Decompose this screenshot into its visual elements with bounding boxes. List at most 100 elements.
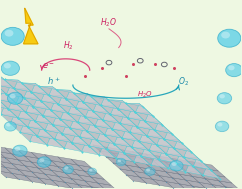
Polygon shape xyxy=(80,99,93,111)
Polygon shape xyxy=(78,114,95,126)
Polygon shape xyxy=(51,160,71,169)
Polygon shape xyxy=(51,101,68,113)
Circle shape xyxy=(4,122,16,131)
Circle shape xyxy=(1,27,24,45)
Polygon shape xyxy=(68,140,82,152)
Polygon shape xyxy=(118,109,132,118)
Polygon shape xyxy=(62,133,80,137)
Polygon shape xyxy=(66,99,80,108)
Polygon shape xyxy=(172,168,192,176)
Polygon shape xyxy=(30,104,43,115)
Circle shape xyxy=(221,32,230,39)
Polygon shape xyxy=(166,182,186,189)
Polygon shape xyxy=(172,158,192,167)
Polygon shape xyxy=(99,117,112,129)
Polygon shape xyxy=(0,100,12,109)
Polygon shape xyxy=(80,129,97,140)
Polygon shape xyxy=(71,159,91,167)
Polygon shape xyxy=(45,122,62,133)
Polygon shape xyxy=(119,159,139,167)
Polygon shape xyxy=(5,80,18,88)
Polygon shape xyxy=(113,163,133,171)
Circle shape xyxy=(10,94,15,98)
Polygon shape xyxy=(120,150,134,162)
Polygon shape xyxy=(174,140,191,152)
Polygon shape xyxy=(0,152,18,160)
Polygon shape xyxy=(186,180,206,188)
Polygon shape xyxy=(89,137,106,149)
Polygon shape xyxy=(66,99,83,102)
Polygon shape xyxy=(43,115,57,125)
Polygon shape xyxy=(174,148,187,157)
Polygon shape xyxy=(82,143,99,155)
Polygon shape xyxy=(124,153,141,156)
Polygon shape xyxy=(26,112,39,121)
Polygon shape xyxy=(83,94,101,105)
Polygon shape xyxy=(41,101,55,110)
Polygon shape xyxy=(130,124,147,136)
Circle shape xyxy=(6,123,11,126)
Polygon shape xyxy=(47,107,60,119)
Polygon shape xyxy=(133,171,153,179)
Polygon shape xyxy=(76,99,93,111)
Polygon shape xyxy=(189,163,203,175)
Polygon shape xyxy=(55,139,72,143)
Polygon shape xyxy=(18,109,35,121)
Polygon shape xyxy=(108,100,122,109)
Polygon shape xyxy=(66,125,80,137)
Polygon shape xyxy=(87,131,101,140)
Polygon shape xyxy=(53,116,70,128)
Polygon shape xyxy=(25,166,45,174)
Polygon shape xyxy=(39,86,53,95)
Polygon shape xyxy=(97,140,114,144)
Polygon shape xyxy=(60,110,78,122)
Polygon shape xyxy=(16,95,33,107)
Polygon shape xyxy=(151,127,164,139)
Circle shape xyxy=(89,169,92,172)
Polygon shape xyxy=(1,114,18,118)
Polygon shape xyxy=(24,124,37,136)
Polygon shape xyxy=(76,108,89,117)
Polygon shape xyxy=(149,150,162,159)
Polygon shape xyxy=(120,123,137,127)
Polygon shape xyxy=(60,119,74,128)
Polygon shape xyxy=(33,107,51,110)
Polygon shape xyxy=(0,91,16,103)
Polygon shape xyxy=(162,151,176,163)
Polygon shape xyxy=(134,153,151,165)
Polygon shape xyxy=(164,131,182,143)
Polygon shape xyxy=(114,106,128,118)
Polygon shape xyxy=(192,167,212,175)
Polygon shape xyxy=(5,148,25,156)
Polygon shape xyxy=(193,158,211,170)
Polygon shape xyxy=(51,136,64,148)
Circle shape xyxy=(116,158,126,166)
Polygon shape xyxy=(147,136,164,139)
Polygon shape xyxy=(168,160,185,172)
Polygon shape xyxy=(12,154,31,162)
Polygon shape xyxy=(28,127,41,136)
Polygon shape xyxy=(0,76,5,80)
Polygon shape xyxy=(31,118,45,130)
Polygon shape xyxy=(53,125,66,133)
Polygon shape xyxy=(93,111,106,120)
Polygon shape xyxy=(10,123,24,132)
Polygon shape xyxy=(33,98,51,110)
Polygon shape xyxy=(39,113,53,125)
Polygon shape xyxy=(55,101,68,113)
Polygon shape xyxy=(126,103,143,107)
Polygon shape xyxy=(136,139,149,150)
Polygon shape xyxy=(110,114,128,118)
Polygon shape xyxy=(93,111,110,114)
Polygon shape xyxy=(5,167,25,176)
Polygon shape xyxy=(12,100,26,112)
Polygon shape xyxy=(136,112,153,115)
Polygon shape xyxy=(128,118,145,121)
Polygon shape xyxy=(93,145,113,153)
Polygon shape xyxy=(57,90,70,99)
Polygon shape xyxy=(97,140,110,149)
Polygon shape xyxy=(64,140,82,152)
Polygon shape xyxy=(32,172,52,180)
Polygon shape xyxy=(31,92,49,95)
Polygon shape xyxy=(10,86,24,98)
